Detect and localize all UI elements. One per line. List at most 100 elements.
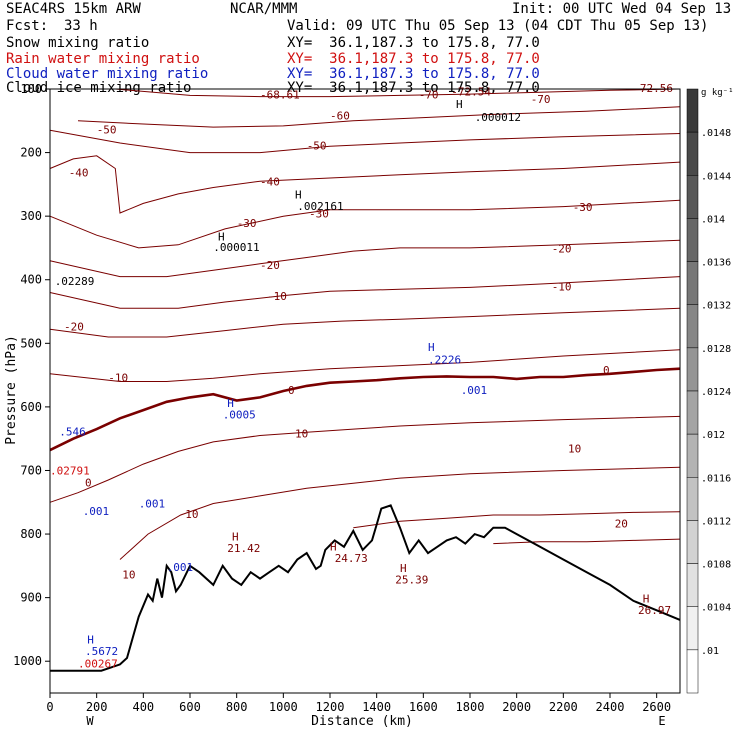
field-xy-cloud-ice: XY= 36.1,187.3 to 175.8, 77.0	[287, 80, 540, 96]
contour-annotation: -70	[531, 93, 551, 106]
contour-annotation: H	[428, 341, 435, 354]
colorbar-swatch	[686, 304, 699, 349]
contour-annotation: -40	[69, 167, 89, 180]
y-tick-label: 900	[20, 591, 42, 605]
x-tick-label: 1200	[316, 700, 345, 714]
contour-annotation: -70	[419, 89, 439, 102]
y-tick-label: 600	[20, 400, 42, 414]
temperature-contour-3	[49, 155, 681, 214]
colorbar-label: .01	[701, 646, 719, 657]
west-label: W	[86, 714, 94, 728]
contour-annotation: .02791	[50, 464, 90, 477]
temperature-contour-1	[77, 106, 681, 128]
y-tick-label: 400	[20, 273, 42, 287]
contour-annotation: .2226	[428, 354, 461, 367]
y-tick-label: 1000	[13, 654, 42, 668]
contour-annotation: H	[295, 188, 302, 201]
field-xy-snow: XY= 36.1,187.3 to 175.8, 77.0	[287, 35, 540, 51]
contour-annotation: .001	[139, 497, 166, 510]
contour-annotation: 26.97	[638, 604, 671, 617]
colorbar-label: .0136	[701, 258, 731, 269]
temperature-contour-12	[353, 511, 681, 529]
valid-time: Valid: 09 UTC Thu 05 Sep 13 (04 CDT Thu …	[287, 18, 709, 34]
model-title: SEAC4RS 15km ARW	[6, 1, 141, 17]
temperature-contour-9	[49, 367, 681, 452]
contour-annotation: H	[330, 541, 337, 554]
colorbar-swatch	[686, 131, 699, 176]
contour-annotation: .001	[461, 384, 488, 397]
contour-annotation: -30	[573, 201, 593, 214]
y-tick-label: 100	[20, 82, 42, 96]
colorbar-label: .014	[701, 214, 725, 225]
colorbar-swatch	[686, 261, 699, 305]
x-tick-label: 2000	[502, 700, 531, 714]
contour-annotation: .001	[83, 505, 110, 518]
contour-annotation: -50	[307, 139, 327, 152]
contour-annotation: .546	[59, 426, 86, 439]
plot-frame	[49, 88, 681, 694]
temperature-contour-5	[49, 239, 681, 278]
colorbar-swatch	[686, 88, 699, 133]
contour-annotation: 10	[295, 427, 308, 440]
contour-annotation: 24.73	[335, 552, 368, 565]
temperature-contour-2	[49, 129, 681, 154]
y-tick-label: 500	[20, 336, 42, 350]
colorbar-label: .0132	[701, 301, 731, 312]
colorbar-swatch	[686, 563, 699, 607]
contour-annotation: .02289	[55, 275, 95, 288]
init-time: Init: 00 UTC Wed 04 Sep 13	[512, 1, 732, 17]
contour-annotation: 25.39	[395, 574, 428, 587]
contour-annotation: H	[456, 98, 463, 111]
temperature-contour-6	[49, 276, 681, 309]
east-label: E	[658, 714, 665, 728]
contour-annotation: H	[218, 230, 225, 243]
contour-annotation: H	[232, 530, 239, 543]
forecast-hour: 33 h	[64, 18, 98, 34]
colorbar-swatch	[686, 649, 699, 694]
contour-annotation: -20	[260, 259, 280, 272]
temperature-contour-11	[119, 466, 681, 560]
contour-annotation: 21.42	[227, 542, 260, 555]
x-tick-label: 1000	[269, 700, 298, 714]
contour-annotation: -40	[260, 176, 280, 189]
temperature-contour-0	[115, 88, 681, 98]
contour-annotation: -72.54	[451, 85, 491, 98]
x-tick-label: 600	[179, 700, 201, 714]
field-name-cloud-water: Cloud water mixing ratio	[6, 66, 209, 82]
contour-annotation: -30	[237, 217, 257, 230]
contour-annotation: -10	[267, 290, 287, 303]
y-tick-label: 700	[20, 463, 42, 477]
x-tick-label: 1600	[409, 700, 438, 714]
contour-annotation: -30	[309, 207, 329, 220]
y-tick-label: 200	[20, 146, 42, 160]
contour-annotation: H	[400, 562, 407, 575]
contour-annotation: 0	[85, 476, 92, 489]
field-name-rain: Rain water mixing ratio	[6, 51, 200, 67]
contour-annotation: -20	[64, 321, 84, 334]
colorbar-label: .0104	[701, 603, 731, 614]
colorbar-label: .012	[701, 430, 725, 441]
colorbar-swatch	[686, 433, 699, 478]
x-tick-label: 0	[46, 700, 53, 714]
contour-annotation: 0	[603, 364, 610, 377]
contour-annotation: -50	[97, 124, 117, 137]
colorbar-label: .0112	[701, 516, 731, 527]
y-tick-label: 800	[20, 527, 42, 541]
contour-annotation: 20	[615, 518, 628, 531]
contour-annotation: .000012	[475, 111, 521, 124]
x-tick-label: 400	[132, 700, 154, 714]
contour-annotation: 0	[288, 384, 295, 397]
contour-annotation: .002161	[297, 200, 343, 213]
temperature-contour-7	[49, 307, 681, 338]
colorbar-label: .0124	[701, 387, 731, 398]
contour-annotation: -10	[108, 372, 128, 385]
temperature-contour-10	[49, 415, 681, 503]
y-axis-title: Pressure (hPa)	[4, 335, 19, 445]
x-tick-label: 2400	[596, 700, 625, 714]
temperature-contour-4	[49, 199, 681, 249]
colorbar-swatch	[686, 175, 699, 219]
forecast-label: Fcst:	[6, 18, 49, 34]
contour-annotation: -10	[552, 281, 572, 294]
colorbar-label: .0108	[701, 560, 731, 571]
y-tick-label: 300	[20, 209, 42, 223]
